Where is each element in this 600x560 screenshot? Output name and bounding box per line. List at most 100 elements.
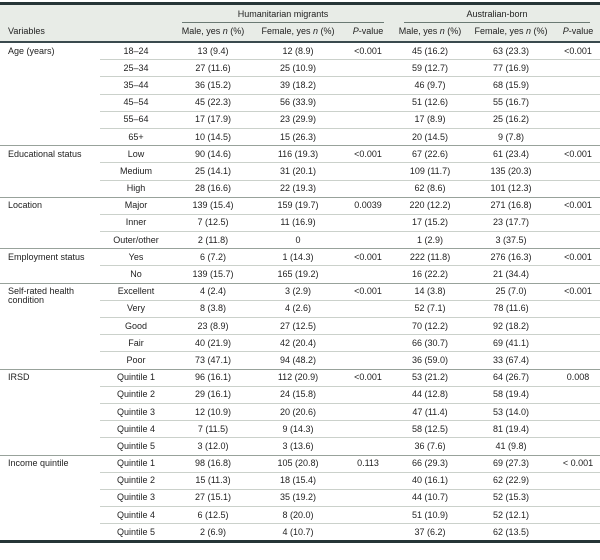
category-cell: No [130, 269, 142, 280]
table-row: Self-rated health condition Excellent 4 (2… [0, 282, 600, 370]
table-row: Fair 40 (21.9) 42 (20.4) 66 (30.7) 69 (41.1) [0, 334, 600, 353]
data-cell: 46 (9.7) [394, 76, 467, 95]
pvalue-cell [556, 506, 600, 525]
data-cell: 17 (17.9) [172, 111, 254, 129]
pvalue-cell [556, 524, 600, 542]
pvalue-cell [556, 334, 600, 353]
pvalue-cell [342, 111, 395, 129]
data-cell: 139 (15.4) [172, 196, 254, 215]
data-cell: 17 (8.9) [394, 111, 467, 129]
variable-label: Self-rated health condition [0, 282, 100, 370]
data-cell: 3 (12.0) [197, 440, 229, 451]
pvalue-cell [342, 76, 395, 95]
data-cell: 6 (12.5) [172, 506, 254, 525]
pvalue-cell [342, 232, 394, 249]
pvalue-cell [556, 386, 600, 404]
category-cell: High [126, 183, 146, 194]
pvalue-cell [342, 266, 394, 283]
data-cell: 112 (20.9) [254, 368, 342, 387]
column-header-0: Male, yes n (%) [172, 23, 254, 43]
category-cell: Quintile 4 [100, 420, 172, 439]
category-cell: Quintile 3 [100, 489, 172, 508]
table-row: 45–54 45 (22.3) 56 (33.9) 51 (12.6) 55 (16.7… [0, 94, 600, 112]
data-cell: 165 (19.2) [277, 269, 319, 280]
data-cell: 2 (6.9) [199, 526, 226, 537]
pvalue-cell [342, 94, 395, 112]
data-cell: 23 (8.9) [172, 317, 254, 336]
pvalue-cell [556, 438, 600, 455]
data-cell: 41 (9.8) [495, 440, 527, 451]
data-cell: 8 (20.0) [254, 506, 342, 525]
data-cell: 276 (16.3) [466, 248, 557, 267]
data-cell: 16 (22.2) [412, 269, 449, 280]
pvalue-cell [556, 352, 600, 369]
variable-label: Employment status [0, 248, 100, 284]
pvalue-cell [556, 472, 600, 490]
pvalue-cell: <0.001 [556, 248, 600, 267]
data-cell: 222 (11.8) [394, 248, 467, 267]
variables-column-header: Variables [0, 23, 172, 43]
data-cell: 36 (7.6) [414, 440, 446, 451]
data-cell: 23 (17.7) [466, 214, 557, 233]
category-cell: 35–44 [100, 76, 172, 95]
table-row: No 139 (15.7) 165 (19.2) 16 (22.2) 21 (34.4) [0, 266, 600, 283]
data-cell: 24 (15.8) [254, 386, 342, 404]
table-row: 35–44 36 (15.2) 39 (18.2) 46 (9.7) 68 (15.9) [0, 76, 600, 95]
data-cell: 59 (12.7) [394, 59, 467, 78]
data-cell: 1 (14.3) [254, 248, 342, 267]
category-cell: Quintile 2 [100, 472, 172, 490]
data-cell: 29 (16.1) [172, 386, 254, 404]
pvalue-cell [342, 352, 394, 369]
data-cell: 92 (18.2) [466, 317, 557, 336]
data-cell: 9 (14.3) [254, 420, 342, 439]
data-cell: 52 (15.3) [466, 489, 557, 508]
pvalue-cell [556, 214, 600, 233]
pvalue-cell [556, 94, 600, 112]
pvalue-cell [342, 59, 395, 78]
data-cell: 64 (26.7) [466, 368, 557, 387]
group-header-row: Humanitarian migrants Australian-born [0, 3, 600, 23]
data-cell: 62 (8.6) [414, 183, 446, 194]
variable-label: Location [0, 196, 100, 249]
data-cell: 139 (15.7) [192, 269, 234, 280]
pvalue-cell [342, 403, 395, 422]
category-cell: Poor [126, 354, 146, 365]
data-cell: 27 (15.1) [172, 489, 254, 508]
data-cell: 52 (7.1) [394, 300, 467, 319]
table-row: Employment status Yes 6 (7.2) 1 (14.3) <0.00… [0, 248, 600, 284]
pvalue-cell: <0.001 [556, 196, 600, 215]
data-cell: 159 (19.7) [254, 196, 342, 215]
pvalue-cell [342, 420, 395, 439]
category-cell: 18–24 [100, 42, 172, 61]
category-cell: Yes [100, 248, 172, 267]
data-cell: 67 (22.6) [394, 145, 467, 164]
data-cell: 51 (10.9) [394, 506, 467, 525]
data-cell: 45 (16.2) [394, 42, 467, 61]
data-cell: 47 (11.4) [394, 403, 467, 422]
data-cell: 73 (47.1) [194, 354, 232, 365]
variable-label: Educational status [0, 145, 100, 198]
table-row: IRSD Quintile 1 96 (16.1) 112 (20.9) <0.001 5… [0, 368, 600, 455]
data-cell: 42 (20.4) [254, 334, 342, 353]
data-cell: 220 (12.2) [394, 196, 467, 215]
pvalue-cell [342, 334, 395, 353]
data-cell: 135 (20.3) [466, 162, 557, 181]
data-cell: 116 (19.3) [254, 145, 342, 164]
category-cell: Quintile 4 [100, 506, 172, 525]
category-cell: Quintile 5 [116, 440, 156, 451]
pvalue-cell: <0.001 [342, 248, 395, 267]
data-cell: 8 (3.8) [172, 300, 254, 319]
category-cell: Quintile 1 [100, 368, 172, 387]
data-cell: 7 (11.5) [172, 420, 254, 439]
pvalue-cell [342, 317, 395, 336]
pvalue-cell [342, 128, 394, 145]
data-cell: 37 (6.2) [414, 526, 446, 537]
data-cell: 98 (16.8) [172, 454, 254, 473]
pvalue-cell: 0.008 [556, 368, 600, 387]
table-row: Poor 73 (47.1) 94 (48.2) 36 (59.0) 33 (67.4) [0, 352, 600, 369]
data-cell: 23 (29.9) [254, 111, 342, 129]
table-row: Quintile 3 27 (15.1) 35 (19.2) 44 (10.7) 52 … [0, 489, 600, 508]
data-cell: 18 (15.4) [254, 472, 342, 490]
